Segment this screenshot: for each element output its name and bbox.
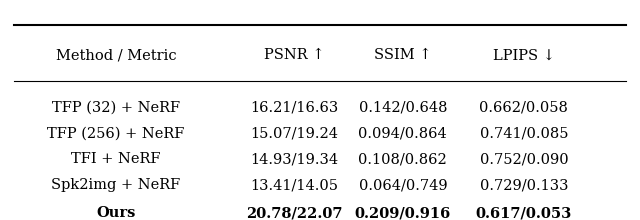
Text: Ours: Ours	[97, 206, 136, 220]
Text: 0.142/0.648: 0.142/0.648	[358, 100, 447, 114]
Text: 0.094/0.864: 0.094/0.864	[358, 126, 447, 140]
Text: 20.78/22.07: 20.78/22.07	[246, 206, 343, 220]
Text: PSNR ↑: PSNR ↑	[264, 48, 324, 62]
Text: 15.07/19.24: 15.07/19.24	[250, 126, 339, 140]
Text: Method / Metric: Method / Metric	[56, 48, 177, 62]
Text: 14.93/19.34: 14.93/19.34	[250, 152, 339, 167]
Text: 16.21/16.63: 16.21/16.63	[250, 100, 339, 114]
Text: 0.741/0.085: 0.741/0.085	[479, 126, 568, 140]
Text: 0.729/0.133: 0.729/0.133	[479, 178, 568, 192]
Text: 13.41/14.05: 13.41/14.05	[250, 178, 339, 192]
Text: 0.617/0.053: 0.617/0.053	[476, 206, 572, 220]
Text: SSIM ↑: SSIM ↑	[374, 48, 431, 62]
Text: TFI + NeRF: TFI + NeRF	[71, 152, 161, 167]
Text: Spk2img + NeRF: Spk2img + NeRF	[51, 178, 180, 192]
Text: TFP (256) + NeRF: TFP (256) + NeRF	[47, 126, 185, 140]
Text: 0.662/0.058: 0.662/0.058	[479, 100, 568, 114]
Text: TFP (32) + NeRF: TFP (32) + NeRF	[52, 100, 180, 114]
Text: 0.108/0.862: 0.108/0.862	[358, 152, 447, 167]
Text: LPIPS ↓: LPIPS ↓	[493, 48, 555, 62]
Text: 0.209/0.916: 0.209/0.916	[355, 206, 451, 220]
Text: 0.064/0.749: 0.064/0.749	[358, 178, 447, 192]
Text: 0.752/0.090: 0.752/0.090	[479, 152, 568, 167]
